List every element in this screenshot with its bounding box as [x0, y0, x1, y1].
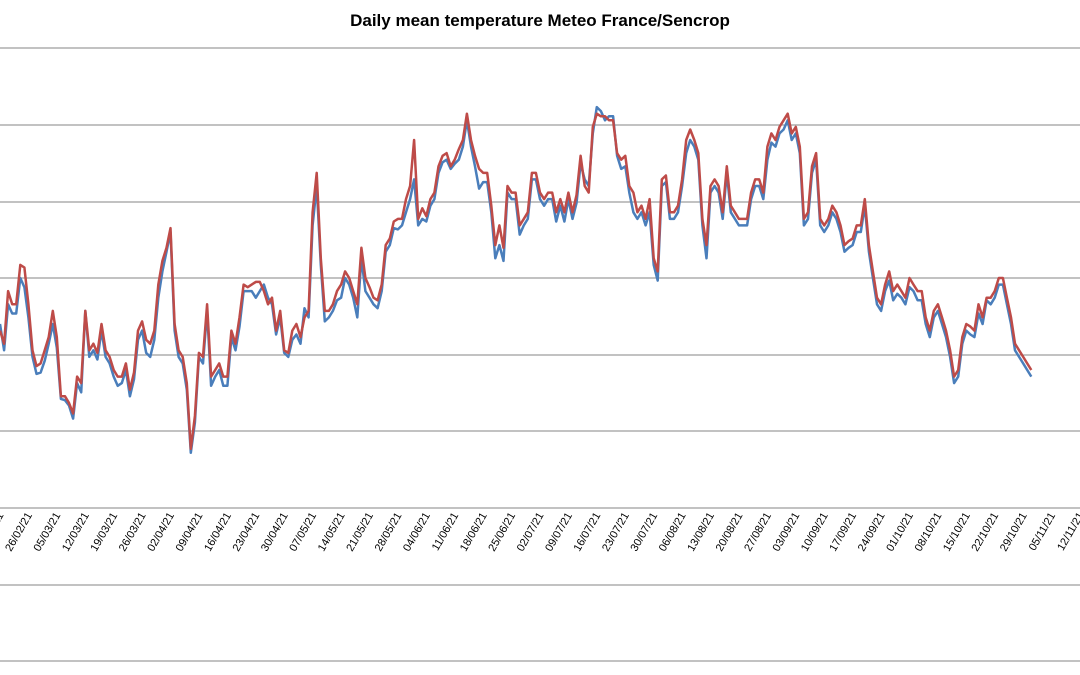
- chart-title: Daily mean temperature Meteo France/Senc…: [350, 11, 730, 30]
- x-tick-label: 09/04/21: [174, 511, 206, 554]
- x-tick-label: 30/04/21: [259, 511, 291, 554]
- x-tick-label: 30/07/21: [628, 511, 660, 554]
- x-tick-label: 05/11/21: [1027, 511, 1058, 553]
- x-tick-label: 07/05/21: [287, 511, 319, 554]
- x-tick-label: 14/05/21: [316, 511, 348, 554]
- x-tick-labels: 19/02/2126/02/2105/03/2112/03/2119/03/21…: [0, 510, 1080, 553]
- x-tick-label: 27/08/21: [742, 511, 774, 554]
- x-tick-label: 03/09/21: [771, 511, 803, 554]
- x-tick-label: 13/08/21: [685, 511, 717, 554]
- x-tick-label: 20/08/21: [714, 511, 746, 554]
- x-tick-label: 05/03/21: [32, 511, 64, 554]
- x-tick-label: 12/11/21: [1055, 511, 1080, 553]
- x-tick-label: 23/07/21: [600, 511, 632, 554]
- series-line-1: [0, 105, 1033, 455]
- series-line-2: [0, 112, 1033, 451]
- x-tick-label: 17/09/21: [827, 511, 859, 554]
- x-tick-label: 11/06/21: [430, 511, 461, 553]
- series-lines: [0, 105, 1033, 455]
- x-tick-label: 12/03/21: [60, 511, 92, 554]
- x-tick-label: 25/06/21: [486, 511, 518, 554]
- x-tick-label: 01/10/21: [884, 511, 916, 554]
- x-tick-label: 10/09/21: [799, 511, 831, 554]
- x-tick-label: 09/07/21: [543, 511, 575, 554]
- x-tick-label: 28/05/21: [373, 511, 405, 554]
- x-tick-label: 23/04/21: [231, 511, 263, 554]
- x-tick-label: 19/03/21: [88, 511, 120, 554]
- x-tick-label: 26/02/21: [3, 511, 35, 554]
- x-tick-label: 18/06/21: [458, 511, 490, 554]
- x-tick-label: 26/03/21: [117, 511, 149, 554]
- x-tick-label: 29/10/21: [998, 511, 1030, 554]
- x-tick-label: 02/07/21: [515, 511, 547, 554]
- x-tick-label: 04/06/21: [401, 511, 433, 554]
- x-tick-label: 16/04/21: [202, 511, 234, 554]
- x-tick-label: 24/09/21: [856, 511, 888, 554]
- x-tick-label: 16/07/21: [572, 511, 604, 554]
- x-tick-label: 15/10/21: [941, 511, 973, 554]
- x-tick-label: 02/04/21: [145, 511, 177, 554]
- x-tick-label: 21/05/21: [344, 511, 376, 554]
- x-tick-label: 08/10/21: [913, 511, 945, 554]
- x-tick-label: 22/10/21: [969, 510, 1001, 553]
- gridlines: [0, 47, 1080, 662]
- x-tick-label: 06/08/21: [657, 511, 689, 554]
